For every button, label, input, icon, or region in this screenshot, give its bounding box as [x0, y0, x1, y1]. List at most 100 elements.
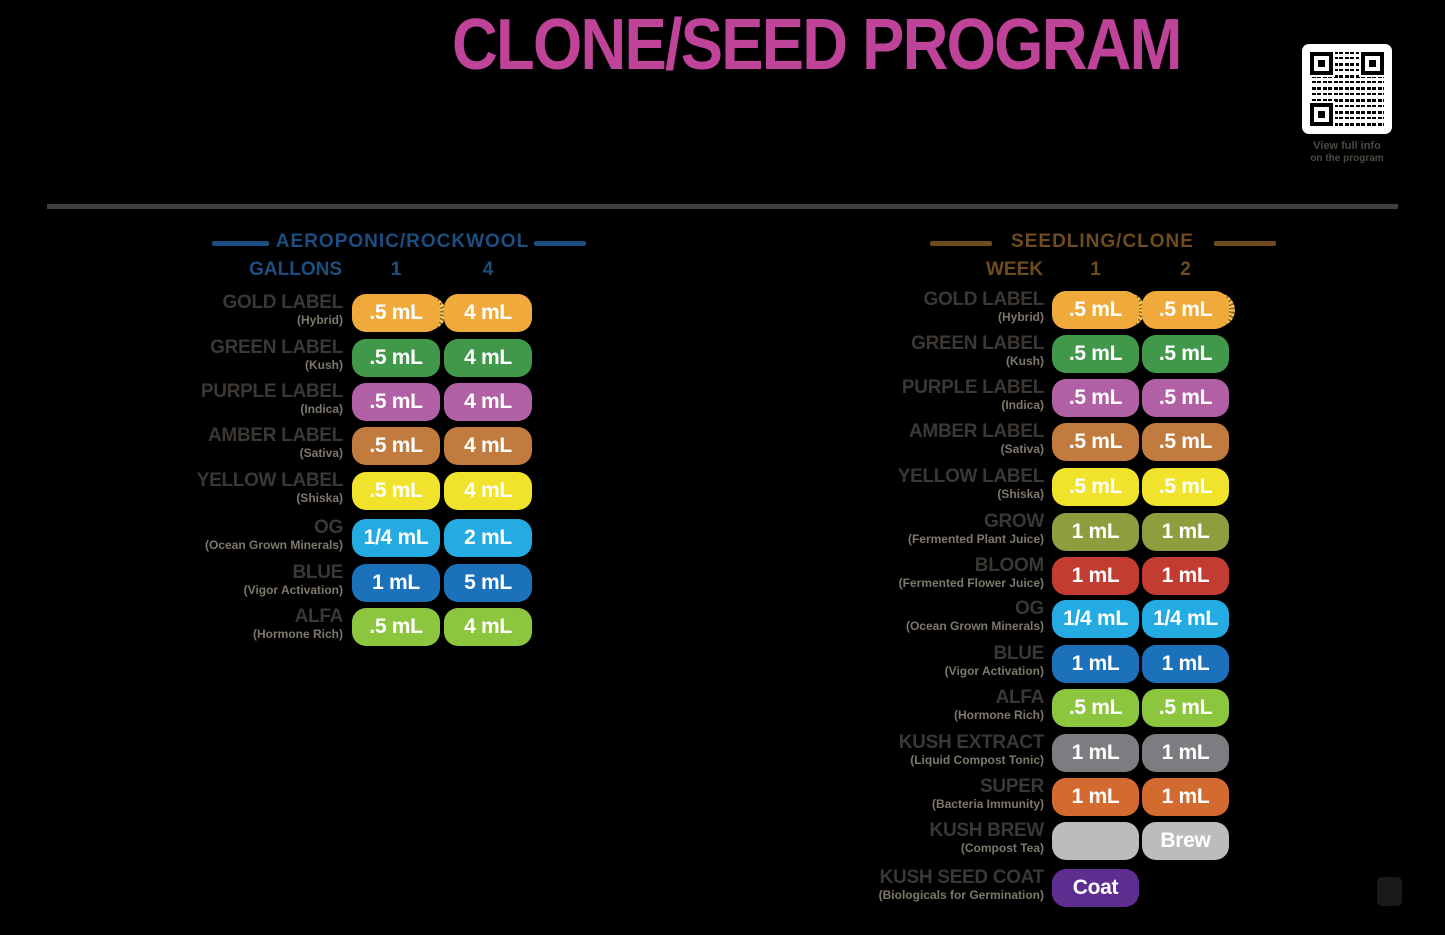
right-unit-label: WEEK [986, 259, 1043, 280]
product-subtitle: (Ocean Grown Minerals) [905, 619, 1044, 633]
product-subtitle: (Hormone Rich) [954, 708, 1044, 722]
dose-pill: .5 mL [352, 608, 440, 646]
dose-pill: 1/4 mL [1052, 600, 1139, 638]
dose-cell: 4 mL [444, 339, 532, 377]
dose-cell: Coat [1052, 869, 1139, 907]
row-label: KUSH BREW (Compost Tea) [778, 820, 1045, 856]
dose-pill: 1 mL [1052, 734, 1139, 772]
product-subtitle: (Hormone Rich) [253, 627, 343, 641]
product-subtitle: (Fermented Plant Juice) [907, 532, 1044, 546]
product-subtitle: (Shiska) [296, 491, 343, 505]
dose-pill: 1 mL [352, 564, 440, 602]
product-subtitle: (Hybrid) [998, 310, 1044, 324]
row-label: GOLD LABEL (Hybrid) [778, 289, 1045, 325]
product-subtitle: (Liquid Compost Tonic) [910, 753, 1044, 767]
dose-cell [1052, 822, 1139, 860]
column-number: 4 [482, 259, 494, 280]
dose-pill: .5 mL [1142, 335, 1229, 373]
product-name: SUPER [980, 776, 1044, 797]
row-label: BLUE (Vigor Activation) [95, 563, 344, 598]
column-number: 1 [390, 259, 402, 280]
row-label: BLOOM (Fermented Flower Juice) [778, 556, 1045, 591]
product-name: OG [314, 517, 343, 538]
product-subtitle: (Ocean Grown Minerals) [204, 538, 343, 552]
product-subtitle: (Kush) [305, 358, 343, 372]
product-name: GOLD LABEL [222, 292, 344, 313]
dose-cell: 1 mL [1142, 645, 1229, 683]
header-rule-right [930, 241, 992, 246]
dose-pill: .5 mL [1052, 468, 1139, 506]
row-label: OG (Ocean Grown Minerals) [95, 517, 343, 553]
dose-cell: 1 mL [1052, 513, 1139, 551]
qr-caption: View full info on the program [1282, 140, 1412, 165]
dose-pill: 1 mL [1142, 734, 1229, 772]
dose-cell: 1 mL [1142, 513, 1229, 551]
dose-cell: 1 mL [1052, 778, 1139, 816]
product-subtitle: (Fermented Flower Juice) [898, 576, 1044, 590]
product-name: OG [1015, 598, 1044, 619]
row-label: BLUE (Vigor Activation) [778, 644, 1045, 679]
dose-cell: .5 mL [1052, 689, 1139, 727]
product-name: YELLOW LABEL [897, 466, 1045, 487]
dose-cell: .5 mL [352, 427, 440, 465]
dose-cell: 1 mL [1052, 557, 1139, 595]
dose-cell: 1 mL [352, 564, 440, 602]
dose-pill: .5 mL [352, 427, 440, 465]
product-name: GOLD LABEL [923, 289, 1045, 310]
dose-pill: 4 mL [444, 608, 532, 646]
dose-cell: 1/4 mL [352, 519, 440, 557]
dose-pill: 4 mL [444, 294, 532, 332]
dose-pill: .5 mL [1052, 423, 1139, 461]
product-name: YELLOW LABEL [196, 470, 344, 491]
product-subtitle: (Vigor Activation) [944, 664, 1044, 678]
dose-cell: 4 mL [444, 427, 532, 465]
qr-finder-icon [1310, 52, 1333, 75]
row-label: GREEN LABEL (Kush) [95, 337, 343, 373]
product-name: GREEN LABEL [210, 337, 343, 358]
dose-cell: .5 mL [1052, 291, 1145, 329]
dose-pill: .5 mL [1142, 379, 1229, 417]
product-subtitle: (Hybrid) [297, 313, 343, 327]
qr-finder-icon [1361, 52, 1384, 75]
row-label: GOLD LABEL (Hybrid) [95, 292, 344, 328]
product-name: ALFA [294, 606, 344, 627]
dose-cell: 1 mL [1052, 645, 1139, 683]
dose-pill: 4 mL [444, 339, 532, 377]
dose-pill: 1/4 mL [1142, 600, 1229, 638]
row-label: KUSH EXTRACT (Liquid Compost Tonic) [778, 733, 1045, 768]
product-name: KUSH BREW [929, 820, 1045, 841]
dose-pill [1052, 822, 1139, 860]
dose-cell: .5 mL [1142, 379, 1229, 417]
dose-cell: 4 mL [444, 472, 532, 510]
dose-pill: 4 mL [444, 472, 532, 510]
dose-cell: 5 mL [444, 564, 532, 602]
row-label: ALFA (Hormone Rich) [778, 688, 1044, 723]
dose-cell: .5 mL [1052, 468, 1139, 506]
dose-pill: 1 mL [1142, 645, 1229, 683]
dose-pill: 1/4 mL [352, 519, 440, 557]
dose-cell: 1 mL [1052, 734, 1139, 772]
dose-pill: .5 mL [1052, 335, 1139, 373]
row-label: OG (Ocean Grown Minerals) [778, 598, 1044, 634]
dose-cell: .5 mL [352, 339, 440, 377]
dose-pill: 1 mL [1142, 778, 1229, 816]
row-label: YELLOW LABEL (Shiska) [778, 466, 1045, 502]
dose-pill: Coat [1052, 869, 1139, 907]
dose-pill: .5 mL [1142, 689, 1229, 727]
dose-pill: 1 mL [1052, 778, 1139, 816]
left-table-header: AEROPONIC/ROCKWOOL [275, 231, 530, 252]
qr-caption-line1: View full info [1313, 140, 1381, 152]
product-subtitle: (Bacteria Immunity) [931, 797, 1044, 811]
dose-cell: .5 mL [1142, 423, 1229, 461]
dose-pill: 4 mL [444, 427, 532, 465]
footer-mark [1377, 877, 1402, 906]
dose-cell: .5 mL [352, 472, 440, 510]
dose-pill: .5 mL [352, 383, 440, 421]
header-rule-right [1214, 241, 1276, 246]
column-number: 2 [1180, 259, 1191, 280]
dose-pill: .5 mL [1052, 291, 1139, 329]
row-label: SUPER (Bacteria Immunity) [778, 776, 1044, 812]
qr-finder-icon [1310, 103, 1333, 126]
product-subtitle: (Indica) [300, 402, 343, 416]
dose-pill: 1 mL [1142, 513, 1229, 551]
